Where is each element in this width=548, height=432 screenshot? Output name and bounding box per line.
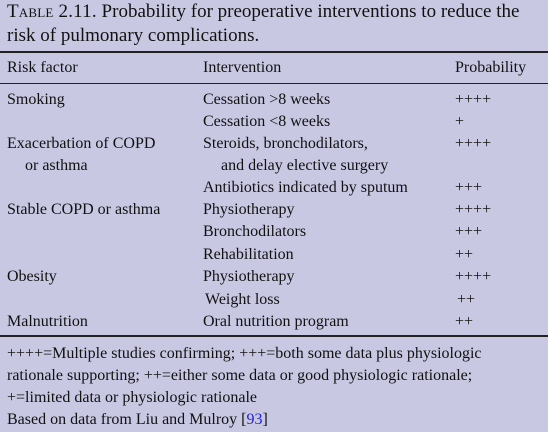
bottom-rule bbox=[0, 335, 548, 337]
header-probability: Probability bbox=[455, 59, 527, 76]
intervention-cell: Cessation <8 weeks bbox=[203, 113, 331, 130]
source-prefix: Based on data from Liu and Mulroy [ bbox=[7, 411, 247, 428]
probability-cell: ++++ bbox=[455, 135, 492, 152]
table-footnote: ++++=Multiple studies confirming; +++=bo… bbox=[7, 343, 545, 431]
probability-cell: ++++ bbox=[455, 91, 492, 108]
source-note: Based on data from Liu and Mulroy [93] bbox=[7, 409, 545, 431]
intervention-cell: Oral nutrition program bbox=[203, 313, 349, 330]
table-label: Table 2.11. bbox=[7, 1, 97, 22]
probability-cell: ++ bbox=[457, 291, 476, 308]
footnote-line: +=limited data or physiologic rationale bbox=[7, 389, 257, 406]
intervention-cell: Bronchodilators bbox=[203, 223, 307, 240]
risk-factor-cell: Obesity bbox=[7, 268, 57, 285]
probability-cell: +++ bbox=[455, 179, 483, 196]
caption-text-line2: risk of pulmonary complications. bbox=[7, 25, 260, 46]
intervention-cell: Physiotherapy bbox=[203, 201, 295, 218]
probability-cell: ++++ bbox=[455, 268, 492, 285]
risk-factor-cell: Malnutrition bbox=[7, 313, 88, 330]
intervention-cell: Weight loss bbox=[205, 291, 280, 308]
source-suffix: ] bbox=[262, 411, 268, 428]
intervention-cell: Cessation >8 weeks bbox=[203, 91, 331, 108]
risk-factor-cell: Smoking bbox=[7, 91, 65, 108]
risk-factor-cell: Stable COPD or asthma bbox=[7, 201, 161, 218]
probability-cell: +++ bbox=[455, 223, 483, 240]
probability-cell: ++ bbox=[455, 313, 474, 330]
intervention-cell: Antibiotics indicated by sputum bbox=[203, 179, 408, 196]
probability-cell: + bbox=[455, 113, 465, 130]
risk-factor-cell-continued: or asthma bbox=[25, 157, 88, 174]
top-rule bbox=[0, 51, 548, 53]
intervention-cell-continued: and delay elective surgery bbox=[221, 157, 389, 174]
intervention-cell: Rehabilitation bbox=[203, 246, 294, 263]
reference-link[interactable]: 93 bbox=[246, 411, 263, 428]
probability-cell: ++ bbox=[455, 246, 474, 263]
risk-factor-cell: Exacerbation of COPD bbox=[7, 135, 156, 152]
footnote-line: rationale supporting; ++=either some dat… bbox=[7, 367, 473, 384]
intervention-cell: Physiotherapy bbox=[203, 268, 295, 285]
header-intervention: Intervention bbox=[203, 59, 282, 76]
table-caption: Table 2.11. Probability for preoperative… bbox=[7, 0, 543, 48]
caption-text-line1: Probability for preoperative interventio… bbox=[101, 1, 520, 22]
intervention-cell: Steroids, bronchodilators, bbox=[203, 135, 368, 152]
header-risk-factor: Risk factor bbox=[7, 59, 78, 76]
header-rule bbox=[0, 83, 548, 84]
footnote-line: ++++=Multiple studies confirming; +++=bo… bbox=[7, 345, 482, 362]
probability-cell: ++++ bbox=[455, 201, 492, 218]
